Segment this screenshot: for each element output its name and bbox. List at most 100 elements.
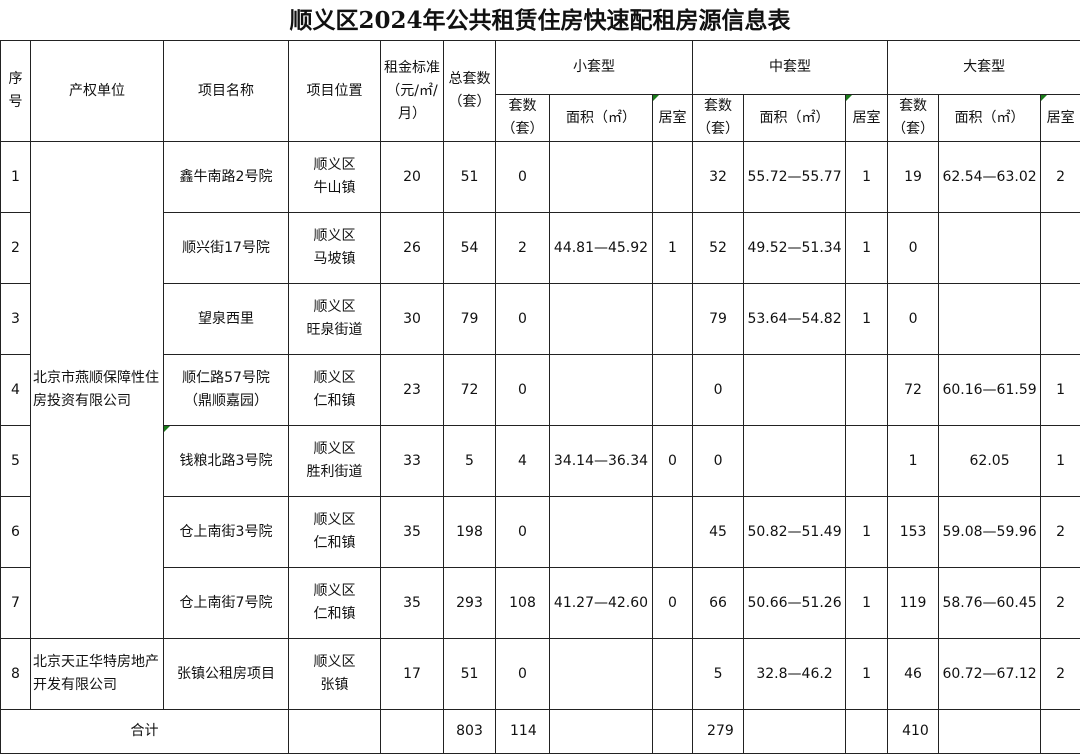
- cell-empty: [289, 710, 381, 754]
- cell-project: 顺仁路57号院 （鼎顺嘉园）: [164, 355, 289, 426]
- cell-m-rooms: [846, 426, 888, 497]
- header-medium-rooms: 居室: [846, 95, 888, 142]
- cell-s-count: 0: [496, 142, 550, 213]
- cell-m-area: [744, 355, 846, 426]
- cell-total: 51: [444, 639, 496, 710]
- cell-seq: 1: [1, 142, 31, 213]
- cell-empty: [381, 710, 444, 754]
- cell-total-medium: 279: [693, 710, 744, 754]
- cell-rent: 26: [381, 213, 444, 284]
- cell-location: 顺义区 仁和镇: [289, 355, 381, 426]
- cell-l-rooms: 1: [1041, 426, 1080, 497]
- cell-total: 51: [444, 142, 496, 213]
- cell-total: 54: [444, 213, 496, 284]
- cell-m-count: 79: [693, 284, 744, 355]
- page-title: 顺义区2024年公共租赁住房快速配租房源信息表: [0, 0, 1080, 40]
- cell-rent: 23: [381, 355, 444, 426]
- cell-seq: 2: [1, 213, 31, 284]
- cell-seq: 5: [1, 426, 31, 497]
- cell-m-rooms: 1: [846, 568, 888, 639]
- cell-m-rooms: 1: [846, 639, 888, 710]
- header-total: 总套数（套）: [444, 41, 496, 142]
- cell-l-count: 0: [888, 213, 939, 284]
- cell-seq: 6: [1, 497, 31, 568]
- cell-l-area: 60.16—61.59: [939, 355, 1041, 426]
- cell-m-area: 32.8—46.2: [744, 639, 846, 710]
- cell-l-count: 46: [888, 639, 939, 710]
- cell-m-rooms: 1: [846, 284, 888, 355]
- cell-total: 79: [444, 284, 496, 355]
- cell-project: 顺兴街17号院: [164, 213, 289, 284]
- cell-empty: [744, 710, 846, 754]
- cell-l-rooms: 1: [1041, 355, 1080, 426]
- cell-empty: [939, 710, 1041, 754]
- cell-m-rooms: 1: [846, 497, 888, 568]
- cell-s-rooms: 1: [653, 213, 693, 284]
- cell-l-area: 60.72—67.12: [939, 639, 1041, 710]
- cell-project: 钱粮北路3号院: [164, 426, 289, 497]
- cell-empty: [653, 710, 693, 754]
- header-project: 项目名称: [164, 41, 289, 142]
- cell-total: 5: [444, 426, 496, 497]
- cell-rent: 20: [381, 142, 444, 213]
- cell-rent: 35: [381, 568, 444, 639]
- cell-l-rooms: 2: [1041, 142, 1080, 213]
- cell-m-rooms: 1: [846, 213, 888, 284]
- cell-location: 顺义区 马坡镇: [289, 213, 381, 284]
- cell-l-area: 62.05: [939, 426, 1041, 497]
- cell-m-rooms: 1: [846, 142, 888, 213]
- cell-s-count: 0: [496, 497, 550, 568]
- cell-m-area: [744, 426, 846, 497]
- cell-s-area: [550, 284, 653, 355]
- header-large-count: 套数（套）: [888, 95, 939, 142]
- cell-s-area: 34.14—36.34: [550, 426, 653, 497]
- cell-l-rooms: 2: [1041, 639, 1080, 710]
- header-seq: 序号: [1, 41, 31, 142]
- cell-location: 顺义区 旺泉街道: [289, 284, 381, 355]
- cell-project: 仓上南街3号院: [164, 497, 289, 568]
- cell-seq: 3: [1, 284, 31, 355]
- cell-m-rooms: [846, 355, 888, 426]
- cell-seq: 4: [1, 355, 31, 426]
- cell-location: 顺义区 胜利街道: [289, 426, 381, 497]
- cell-s-area: [550, 355, 653, 426]
- cell-s-count: 0: [496, 284, 550, 355]
- cell-project: 鑫牛南路2号院: [164, 142, 289, 213]
- cell-m-area: 50.66—51.26: [744, 568, 846, 639]
- cell-total-all: 803: [444, 710, 496, 754]
- cell-s-count: 108: [496, 568, 550, 639]
- header-medium: 中套型: [693, 41, 888, 95]
- cell-s-area: [550, 142, 653, 213]
- cell-total: 293: [444, 568, 496, 639]
- cell-m-area: 53.64—54.82: [744, 284, 846, 355]
- cell-l-rooms: 2: [1041, 568, 1080, 639]
- cell-l-area: 62.54—63.02: [939, 142, 1041, 213]
- cell-l-count: 0: [888, 284, 939, 355]
- cell-location: 顺义区 张镇: [289, 639, 381, 710]
- cell-l-area: [939, 213, 1041, 284]
- cell-empty: [1041, 710, 1080, 754]
- header-small-rooms: 居室: [653, 95, 693, 142]
- cell-l-count: 153: [888, 497, 939, 568]
- header-small-count: 套数（套）: [496, 95, 550, 142]
- header-small-area: 面积（㎡）: [550, 95, 653, 142]
- cell-s-area: 41.27—42.60: [550, 568, 653, 639]
- cell-m-area: 55.72—55.77: [744, 142, 846, 213]
- cell-rent: 17: [381, 639, 444, 710]
- cell-l-count: 19: [888, 142, 939, 213]
- cell-s-count: 0: [496, 355, 550, 426]
- cell-s-rooms: 0: [653, 568, 693, 639]
- cell-empty: [846, 710, 888, 754]
- cell-total-small: 114: [496, 710, 550, 754]
- cell-m-count: 52: [693, 213, 744, 284]
- header-medium-area: 面积（㎡）: [744, 95, 846, 142]
- cell-s-count: 2: [496, 213, 550, 284]
- cell-s-count: 4: [496, 426, 550, 497]
- cell-project: 张镇公租房项目: [164, 639, 289, 710]
- cell-l-rooms: [1041, 213, 1080, 284]
- cell-m-count: 5: [693, 639, 744, 710]
- cell-total-large: 410: [888, 710, 939, 754]
- cell-m-count: 0: [693, 355, 744, 426]
- cell-seq: 7: [1, 568, 31, 639]
